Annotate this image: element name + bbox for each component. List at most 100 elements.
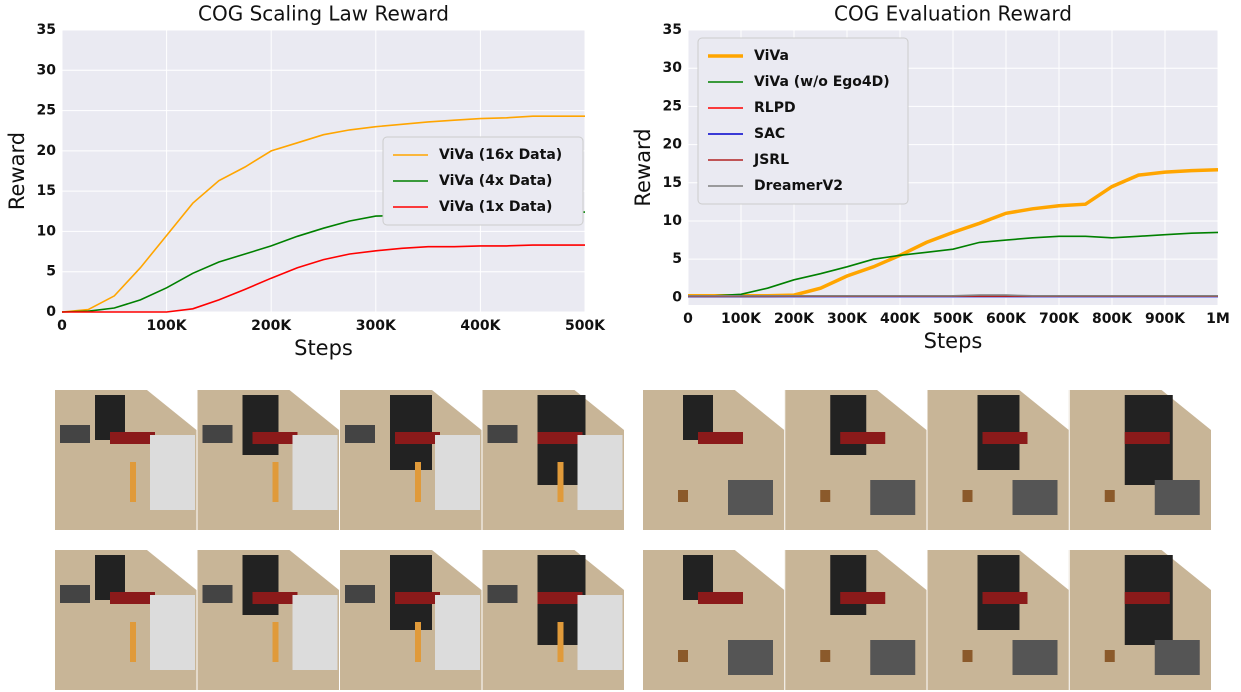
- tray: [870, 640, 915, 675]
- x-tick-label: 0: [57, 318, 67, 334]
- y-tick-label: 25: [663, 98, 682, 114]
- y-axis-label: Reward: [631, 128, 655, 206]
- tray: [1155, 480, 1200, 515]
- x-tick-label: 1M: [1206, 311, 1230, 327]
- cabinet: [150, 435, 195, 510]
- y-tick-label: 15: [37, 183, 56, 199]
- y-tick-label: 25: [37, 103, 56, 119]
- legend-label: RLPD: [754, 100, 796, 116]
- robot-base: [253, 432, 298, 444]
- x-tick-label: 200K: [251, 318, 292, 334]
- cabinet: [435, 595, 480, 670]
- robot-base: [698, 432, 743, 444]
- y-tick-label: 30: [37, 62, 57, 78]
- robot-base: [110, 592, 155, 604]
- tray: [1155, 640, 1200, 675]
- object: [820, 650, 830, 662]
- tray: [60, 585, 90, 603]
- object: [963, 650, 973, 662]
- legend-label: ViVa: [754, 48, 789, 64]
- object: [1105, 490, 1115, 502]
- page: 0 5 10 15 20 25 30 35 0 100K 200K 300K 400K 500K COG S…: [0, 0, 1241, 692]
- tray: [488, 585, 518, 603]
- robot-base: [395, 592, 440, 604]
- robot-base: [840, 432, 885, 444]
- robot-base: [1125, 592, 1170, 604]
- tray: [1013, 480, 1058, 515]
- chart-title: COG Scaling Law Reward: [198, 2, 449, 26]
- tray: [345, 585, 375, 603]
- tray: [203, 585, 233, 603]
- x-tick-label: 200K: [774, 311, 815, 327]
- legend-label: ViVa (w/o Ego4D): [754, 74, 890, 90]
- y-tick-label: 35: [663, 22, 682, 38]
- cabinet: [150, 595, 195, 670]
- robot-base: [253, 592, 298, 604]
- tray: [728, 480, 773, 515]
- x-tick-label: 0: [683, 311, 693, 327]
- object: [820, 490, 830, 502]
- x-tick-label: 600K: [986, 311, 1027, 327]
- x-tick-label: 800K: [1092, 311, 1133, 327]
- cabinet: [578, 595, 623, 670]
- tray: [203, 425, 233, 443]
- object: [963, 490, 973, 502]
- legend-label: ViVa (1x Data): [439, 199, 552, 215]
- x-tick-label: 100K: [147, 318, 188, 334]
- tray: [870, 480, 915, 515]
- x-axis-label: Steps: [294, 336, 353, 360]
- series-line: [688, 295, 1218, 296]
- y-tick-label: 5: [672, 251, 682, 267]
- y-tick-label: 30: [663, 60, 683, 76]
- robot-base: [698, 592, 743, 604]
- robot-base: [395, 432, 440, 444]
- legend-label: DreamerV2: [754, 178, 843, 194]
- y-tick-label: 20: [37, 143, 57, 159]
- x-tick-label: 400K: [460, 318, 501, 334]
- x-tick-label: 500K: [565, 318, 606, 334]
- object: [1105, 650, 1115, 662]
- x-tick-label: 500K: [933, 311, 974, 327]
- handle: [558, 462, 564, 502]
- y-tick-label: 5: [46, 264, 56, 280]
- tray: [1013, 640, 1058, 675]
- cabinet: [578, 435, 623, 510]
- x-tick-label: 100K: [721, 311, 762, 327]
- legend-label: SAC: [754, 126, 785, 142]
- robot-base: [538, 432, 583, 444]
- y-tick-label: 35: [37, 22, 56, 38]
- handle: [558, 622, 564, 662]
- x-tick-label: 300K: [827, 311, 868, 327]
- y-tick-label: 15: [663, 175, 682, 191]
- x-tick-label: 900K: [1145, 311, 1186, 327]
- handle: [130, 622, 136, 662]
- y-tick-label: 0: [46, 304, 56, 320]
- robot-base: [538, 592, 583, 604]
- robot-base: [840, 592, 885, 604]
- x-axis-label: Steps: [924, 329, 983, 353]
- robot-base: [983, 592, 1028, 604]
- handle: [273, 462, 279, 502]
- robot-arm: [243, 395, 279, 455]
- robot-arm: [830, 395, 866, 455]
- chart-title: COG Evaluation Reward: [834, 2, 1072, 26]
- tray: [488, 425, 518, 443]
- x-tick-label: 700K: [1039, 311, 1080, 327]
- robot-base: [983, 432, 1028, 444]
- robot-arm: [243, 555, 279, 615]
- object: [678, 650, 688, 662]
- x-tick-label: 300K: [356, 318, 397, 334]
- handle: [273, 622, 279, 662]
- handle: [415, 622, 421, 662]
- tray: [345, 425, 375, 443]
- handle: [130, 462, 136, 502]
- y-tick-label: 10: [663, 213, 683, 229]
- handle: [415, 462, 421, 502]
- legend-label: JSRL: [753, 152, 789, 168]
- robot-base: [1125, 432, 1170, 444]
- cabinet: [435, 435, 480, 510]
- figure: 0 5 10 15 20 25 30 35 0 100K 200K 300K 400K 500K COG S…: [0, 0, 1241, 692]
- y-axis-label: Reward: [5, 132, 29, 210]
- legend-label: ViVa (4x Data): [439, 173, 552, 189]
- cabinet: [293, 595, 338, 670]
